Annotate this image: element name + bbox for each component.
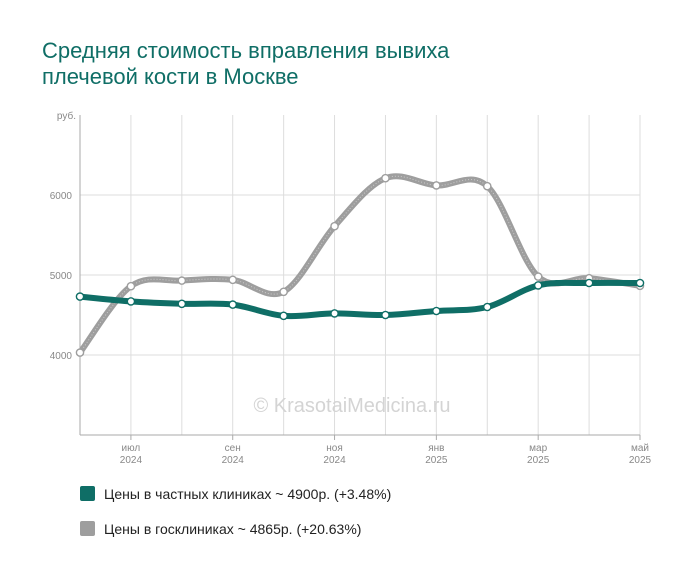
x-tick-year-label: 2025 (425, 455, 448, 466)
axes: руб.400050006000июл2024сен2024ноя2024янв… (50, 110, 652, 466)
x-tick-label: июл (122, 443, 141, 454)
legend-item-private[interactable]: Цены в частных клиниках ~ 4900р. (+3.48%… (80, 485, 640, 507)
data-point-public (228, 275, 238, 285)
legend-label-private: Цены в частных клиниках ~ 4900р. (+3.48%… (104, 486, 392, 502)
data-point-public (177, 276, 187, 285)
data-point-public (482, 181, 492, 191)
data-point-private (279, 311, 288, 321)
data-point-private (432, 306, 441, 316)
data-point-private (75, 292, 85, 301)
y-tick-label: 5000 (50, 271, 73, 282)
x-tick-year-label: 2024 (323, 455, 346, 466)
data-point-public (381, 173, 390, 183)
series-line-public (77, 173, 643, 356)
data-point-private (330, 309, 339, 318)
data-point-private (584, 278, 594, 288)
series-line-texture-public (79, 175, 641, 353)
data-point-public (533, 272, 543, 281)
y-tick-label: 6000 (50, 191, 73, 202)
data-point-private (482, 302, 492, 312)
series (75, 173, 645, 357)
legend-label-public: Цены в госклиниках ~ 4865р. (+20.63%) (104, 521, 362, 537)
series-public (75, 173, 645, 357)
data-point-private (635, 278, 645, 288)
x-tick-label: сен (225, 443, 241, 454)
chart-title-line-1: Средняя стоимость вправления вывиха (42, 38, 450, 63)
chart-title-line-2: плечевой кости в Москве (42, 64, 299, 89)
data-point-public (432, 181, 441, 190)
data-point-private (228, 300, 238, 309)
data-point-public (279, 287, 288, 297)
watermark: © KrasotaiMedicina.ru (253, 395, 450, 417)
x-tick-year-label: 2025 (527, 455, 550, 466)
x-tick-year-label: 2024 (222, 455, 245, 466)
data-point-private (381, 310, 390, 320)
data-point-public (330, 221, 339, 231)
x-tick-label: мар (529, 443, 547, 454)
x-tick-label: май (631, 443, 649, 454)
series-line-private (77, 279, 643, 320)
data-point-private (126, 297, 136, 306)
series-private (75, 278, 645, 321)
grid (80, 115, 641, 435)
chart-title: Средняя стоимость вправления вывиха плеч… (42, 38, 642, 90)
data-point-public (126, 281, 136, 291)
x-tick-year-label: 2025 (629, 455, 652, 466)
x-tick-label: ноя (326, 443, 343, 454)
data-point-private (177, 299, 187, 309)
legend-item-public[interactable]: Цены в госклиниках ~ 4865р. (+20.63%) (80, 520, 640, 542)
x-tick-label: янв (428, 443, 444, 454)
data-point-private (533, 281, 543, 290)
legend-swatch-private (80, 486, 95, 501)
data-point-public (75, 348, 85, 357)
y-axis-label: руб. (57, 110, 76, 122)
y-tick-label: 4000 (50, 351, 73, 362)
legend-swatch-public (80, 521, 95, 536)
x-tick-year-label: 2024 (120, 455, 143, 466)
